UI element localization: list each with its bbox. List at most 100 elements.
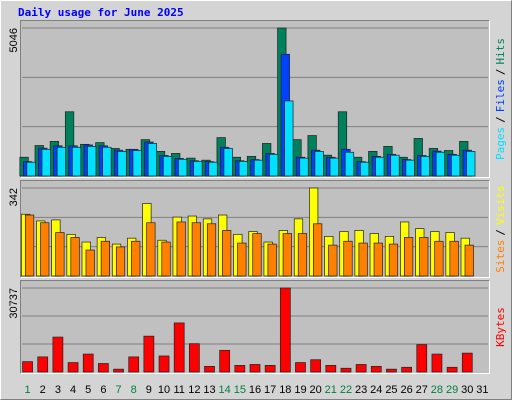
x-tick-label: 22 bbox=[340, 384, 352, 396]
x-tick-label: 8 bbox=[131, 384, 137, 396]
bar bbox=[329, 157, 339, 177]
bar bbox=[178, 158, 188, 177]
x-tick-label: 29 bbox=[446, 384, 458, 396]
plot-bevel-dark bbox=[20, 180, 490, 278]
bar bbox=[237, 242, 247, 277]
legend-separator: / bbox=[494, 229, 507, 236]
bar bbox=[67, 362, 79, 373]
legend: Sites / Visits bbox=[494, 185, 507, 273]
bar bbox=[434, 240, 444, 277]
legend: Pages / Files / Hits bbox=[494, 38, 507, 160]
bar bbox=[87, 146, 97, 177]
bar bbox=[282, 233, 292, 277]
y-tick-label: 342 bbox=[8, 188, 20, 206]
x-tick-label: 16 bbox=[249, 384, 261, 396]
legend-entry: Visits bbox=[494, 185, 507, 225]
x-tick-label: 27 bbox=[416, 384, 428, 396]
bar bbox=[85, 249, 95, 277]
x-tick-label: 30 bbox=[461, 384, 473, 396]
bar bbox=[128, 356, 140, 373]
bar bbox=[173, 322, 185, 373]
bar bbox=[416, 344, 428, 373]
bar bbox=[115, 246, 126, 277]
x-tick-label: 15 bbox=[234, 384, 246, 396]
bar bbox=[147, 143, 157, 177]
bar bbox=[279, 287, 291, 373]
bar bbox=[222, 230, 232, 277]
bar bbox=[238, 160, 248, 177]
bar bbox=[102, 146, 112, 177]
bar bbox=[219, 349, 231, 373]
bar bbox=[446, 366, 458, 373]
bar bbox=[22, 361, 33, 373]
bar bbox=[420, 155, 430, 177]
bar bbox=[158, 355, 170, 373]
legend-entry: Files bbox=[494, 79, 507, 112]
x-tick-label: 10 bbox=[158, 384, 170, 396]
x-tick-label: 20 bbox=[310, 384, 322, 396]
bar bbox=[234, 365, 246, 373]
x-tick-label: 2 bbox=[40, 384, 46, 396]
bar bbox=[461, 352, 473, 373]
bar bbox=[143, 335, 155, 373]
legend-entry: KBytes bbox=[494, 307, 507, 347]
bar bbox=[252, 233, 262, 277]
x-tick-label: 21 bbox=[325, 384, 337, 396]
bar bbox=[249, 364, 261, 373]
x-tick-label: 17 bbox=[264, 384, 276, 396]
bar bbox=[404, 237, 414, 277]
bar bbox=[344, 151, 355, 177]
bar bbox=[464, 244, 474, 277]
bar bbox=[146, 222, 156, 277]
bar bbox=[131, 240, 141, 277]
bar bbox=[375, 156, 385, 177]
bar bbox=[40, 222, 50, 277]
legend: KBytes bbox=[494, 307, 507, 347]
bar bbox=[373, 242, 383, 277]
x-tick-label: 18 bbox=[279, 384, 291, 396]
x-tick-label: 11 bbox=[173, 384, 184, 396]
x-tick-label: 23 bbox=[355, 384, 367, 396]
bar bbox=[386, 368, 397, 373]
bar bbox=[390, 154, 400, 177]
x-tick-label: 12 bbox=[188, 384, 200, 396]
bar bbox=[388, 243, 399, 277]
bar bbox=[82, 353, 94, 373]
x-tick-label: 7 bbox=[115, 384, 121, 396]
bar bbox=[450, 154, 461, 177]
legend-entry: Pages bbox=[494, 127, 507, 160]
bar bbox=[325, 365, 337, 373]
bar bbox=[355, 364, 367, 373]
x-tick-label: 24 bbox=[370, 384, 382, 396]
bar bbox=[132, 150, 142, 177]
x-tick-label: 13 bbox=[203, 384, 215, 396]
bar bbox=[284, 100, 294, 177]
bar bbox=[313, 223, 323, 277]
bar bbox=[37, 356, 49, 373]
x-tick-label: 31 bbox=[476, 384, 488, 396]
bar bbox=[370, 365, 382, 373]
bar bbox=[223, 148, 233, 177]
plot-area bbox=[20, 280, 490, 374]
bar bbox=[204, 365, 215, 373]
plot-bevel-dark bbox=[20, 20, 490, 178]
bar bbox=[405, 159, 415, 177]
bar bbox=[117, 151, 127, 177]
x-tick-label: 6 bbox=[100, 384, 106, 396]
bar bbox=[191, 222, 201, 277]
bar bbox=[253, 159, 264, 177]
x-tick-label: 14 bbox=[219, 384, 231, 396]
bar bbox=[299, 157, 309, 177]
bar bbox=[435, 151, 446, 177]
bar bbox=[193, 160, 203, 177]
bar bbox=[26, 161, 36, 177]
bar bbox=[295, 362, 306, 373]
bar bbox=[401, 366, 412, 373]
x-tick-label: 28 bbox=[431, 384, 443, 396]
legend-separator: / bbox=[494, 69, 507, 76]
legend-entry: Sites bbox=[494, 240, 507, 273]
legend-separator: / bbox=[494, 116, 507, 123]
bar bbox=[52, 336, 64, 373]
